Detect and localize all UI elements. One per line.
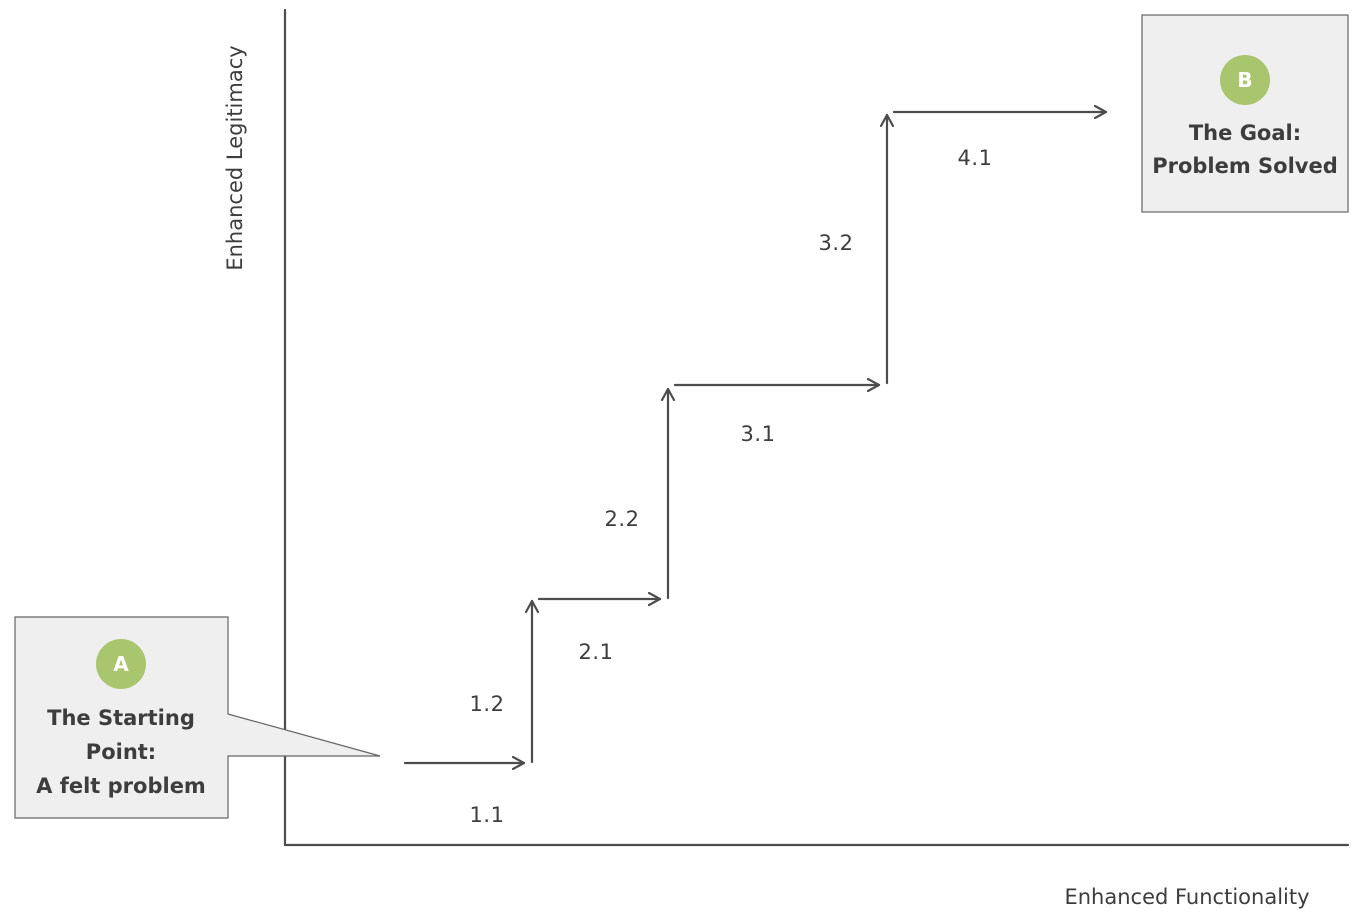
step-label-2-2: 2.2 <box>605 507 640 531</box>
y-axis-label: Enhanced Legitimacy <box>223 45 247 270</box>
step-label-1-2: 1.2 <box>470 692 505 716</box>
step-label-2-1: 2.1 <box>579 640 614 664</box>
starting-point-callout: A The Starting Point: A felt problem <box>14 616 381 819</box>
goal-text-line-2: Problem Solved <box>1152 154 1338 178</box>
goal-box-group: B The Goal: Problem Solved <box>1141 14 1349 213</box>
goal-badge-letter: B <box>1237 68 1252 92</box>
start-text-line-3: A felt problem <box>36 774 206 798</box>
goal-text-line-1: The Goal: <box>1189 121 1301 145</box>
x-axis-label: Enhanced Functionality <box>1064 885 1309 909</box>
start-text-line-1: The Starting <box>47 706 195 730</box>
step-label-4-1: 4.1 <box>958 146 993 170</box>
start-text-line-2: Point: <box>86 740 156 764</box>
start-badge-circle <box>96 639 146 689</box>
goal-badge-circle <box>1220 55 1270 105</box>
step-label-1-1: 1.1 <box>470 803 505 827</box>
goal-box <box>1141 14 1349 213</box>
step-label-3-2: 3.2 <box>819 231 854 255</box>
start-badge-letter: A <box>113 652 129 676</box>
step-label-3-1: 3.1 <box>741 422 776 446</box>
